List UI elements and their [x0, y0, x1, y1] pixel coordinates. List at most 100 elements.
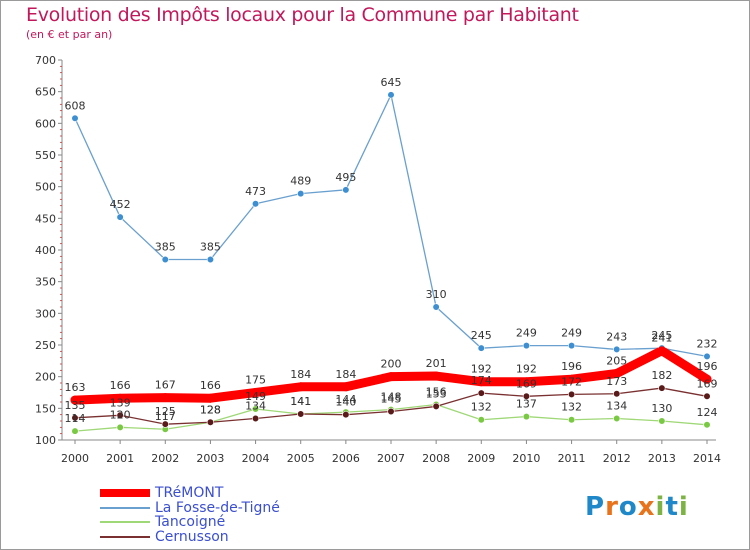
data-label-la-fosse-de-tigne: 310: [426, 288, 447, 301]
legend-item-tancoigne: Tancoigné: [100, 514, 360, 530]
data-point-la-fosse-de-tigne: [71, 114, 79, 122]
data-label-cernusson: 139: [110, 396, 131, 409]
data-label-tremont: 166: [110, 379, 131, 392]
data-point-tremont: [702, 374, 712, 384]
data-point-tremont: [296, 382, 306, 392]
x-tick-label: 2005: [287, 452, 315, 465]
legend-label-cernusson: Cernusson: [155, 529, 229, 545]
legend-swatch-tancoigne: [100, 521, 150, 523]
data-label-tancoigne: 134: [606, 399, 627, 412]
data-point-cernusson: [613, 390, 621, 398]
data-label-la-fosse-de-tigne: 385: [155, 241, 176, 254]
y-tick-label: 400: [35, 244, 56, 257]
data-point-cernusson: [567, 390, 576, 399]
legend-item-cernusson: Cernusson: [100, 529, 360, 545]
data-point-tancoigne: [658, 417, 666, 425]
data-label-tancoigne: 124: [697, 406, 718, 419]
data-point-tremont: [567, 374, 577, 384]
data-label-la-fosse-de-tigne: 608: [65, 99, 86, 112]
legend-item-tremont: TRéMONT: [100, 485, 360, 501]
data-point-tancoigne: [71, 427, 79, 435]
logo-letter: i: [655, 492, 666, 522]
y-tick-label: 350: [35, 276, 56, 289]
y-tick-label: 250: [35, 339, 56, 352]
data-label-cernusson: 140: [335, 396, 356, 409]
data-label-cernusson: 135: [65, 399, 86, 412]
data-label-tancoigne: 130: [651, 402, 672, 415]
data-point-tremont: [341, 382, 351, 392]
data-label-tremont: 184: [335, 368, 356, 381]
data-label-la-fosse-de-tigne: 645: [381, 76, 402, 89]
data-label-cernusson: 145: [381, 393, 402, 406]
data-label-la-fosse-de-tigne: 489: [290, 175, 311, 188]
data-point-tremont: [205, 393, 215, 403]
data-label-tremont: 192: [516, 363, 537, 376]
logo-letter: r: [605, 492, 619, 522]
data-point-tremont: [476, 377, 486, 387]
x-tick-label: 2009: [467, 452, 495, 465]
data-point-la-fosse-de-tigne: [432, 303, 440, 311]
y-tick-label: 500: [35, 181, 56, 194]
legend-label-tancoigne: Tancoigné: [155, 514, 226, 530]
data-point-cernusson: [251, 414, 260, 423]
data-label-cernusson: 128: [200, 403, 221, 416]
data-label-tremont: 167: [155, 379, 176, 392]
x-tick-label: 2003: [196, 452, 224, 465]
chart-title: Evolution des Impôts locaux pour la Comm…: [26, 4, 579, 26]
y-tick-label: 100: [35, 434, 56, 447]
data-label-tancoigne: 132: [561, 401, 582, 414]
y-tick-label: 650: [35, 86, 56, 99]
data-point-cernusson: [658, 384, 666, 392]
x-tick-label: 2007: [377, 452, 405, 465]
data-label-tremont: 184: [290, 368, 311, 381]
legend-swatch-cernusson: [100, 536, 150, 538]
data-point-la-fosse-de-tigne: [387, 91, 395, 99]
logo-letter: i: [678, 492, 689, 522]
data-label-cernusson: 134: [245, 399, 266, 412]
data-label-tancoigne: 132: [471, 401, 492, 414]
y-tick-label: 450: [35, 212, 56, 225]
data-label-tremont: 241: [651, 332, 672, 345]
chart-subtitle: (en € et par an): [26, 28, 113, 41]
data-point-la-fosse-de-tigne: [477, 344, 485, 352]
series-line-la-fosse-de-tigne: [74, 94, 708, 358]
data-label-tremont: 196: [561, 360, 582, 373]
data-label-tancoigne: 141: [290, 395, 311, 408]
data-point-la-fosse-de-tigne: [161, 255, 169, 264]
data-point-cernusson: [206, 418, 215, 426]
data-point-tancoigne: [251, 405, 260, 413]
data-label-tancoigne: 114: [65, 412, 86, 425]
legend-label-la-fosse-de-tigne: La Fosse-de-Tigné: [155, 500, 280, 516]
data-label-tremont: 175: [245, 374, 266, 387]
data-point-tancoigne: [522, 412, 531, 421]
y-tick-label: 700: [35, 54, 56, 67]
data-label-cernusson: 174: [471, 374, 492, 387]
data-label-la-fosse-de-tigne: 245: [471, 329, 492, 342]
data-point-cernusson: [71, 414, 79, 422]
data-label-la-fosse-de-tigne: 495: [335, 171, 356, 184]
x-tick-label: 2008: [422, 452, 450, 465]
data-point-cernusson: [116, 411, 124, 419]
data-point-la-fosse-de-tigne: [522, 342, 531, 350]
data-label-cernusson: 125: [155, 405, 176, 418]
data-point-la-fosse-de-tigne: [342, 186, 350, 194]
x-tick-label: 2006: [332, 452, 360, 465]
data-point-cernusson: [522, 392, 531, 400]
data-label-la-fosse-de-tigne: 232: [697, 337, 718, 350]
data-label-la-fosse-de-tigne: 473: [245, 185, 266, 198]
logo-letter: o: [618, 492, 638, 522]
data-point-la-fosse-de-tigne: [703, 352, 711, 361]
x-tick-label: 2012: [603, 452, 631, 465]
x-tick-label: 2001: [106, 452, 134, 465]
x-tick-label: 2002: [151, 452, 179, 465]
y-tick-label: 600: [35, 117, 56, 130]
data-label-tancoigne: 128: [200, 403, 221, 416]
data-point-tancoigne: [613, 414, 621, 423]
data-point-tremont: [115, 393, 125, 403]
data-point-cernusson: [703, 392, 711, 400]
data-point-tancoigne: [567, 416, 576, 424]
data-point-la-fosse-de-tigne: [116, 213, 124, 221]
legend-swatch-la-fosse-de-tigne: [100, 507, 150, 509]
data-point-tremont: [431, 371, 441, 381]
